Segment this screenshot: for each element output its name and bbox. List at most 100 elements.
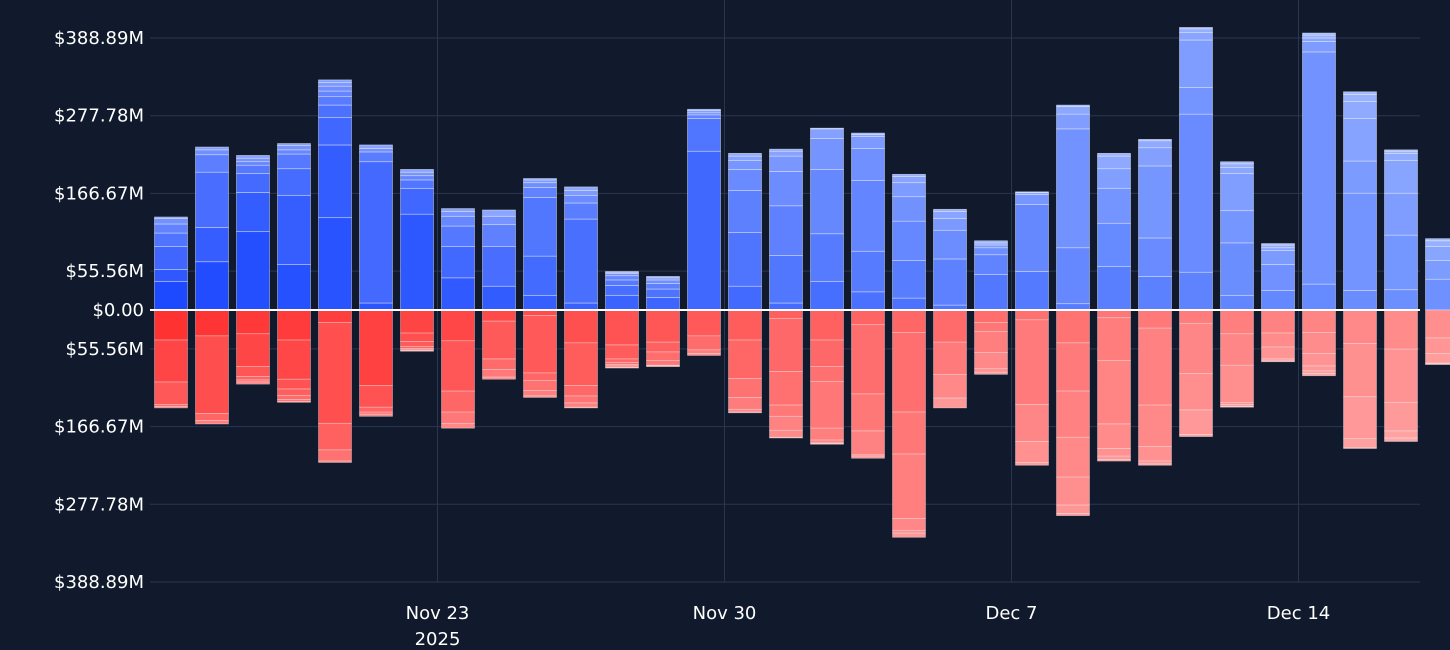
outflow-segment xyxy=(728,397,762,410)
outflow-segment xyxy=(441,390,475,413)
inflow-segment xyxy=(769,205,803,256)
inflow-segment xyxy=(646,279,680,284)
inflow-segment xyxy=(277,168,311,196)
inflow-segment xyxy=(318,104,352,119)
outflow-segment xyxy=(1138,460,1172,465)
inflow-segment xyxy=(523,255,557,296)
x-tick-label: Nov 30 xyxy=(693,603,757,624)
outflow-segment xyxy=(1179,434,1213,437)
inflow-segment xyxy=(1220,161,1254,165)
outflow-segment xyxy=(441,411,475,424)
outflow-segment xyxy=(728,339,762,379)
y-axis: $388.89M $277.78M $166.67M $55.56M $0.00 $55.… xyxy=(54,28,144,593)
outflow-segment xyxy=(1056,342,1090,392)
outflow-segment xyxy=(1097,309,1131,319)
inflow-segment xyxy=(359,161,393,304)
inflow-segment xyxy=(1097,168,1131,189)
x-tick-sublabel: 2025 xyxy=(415,629,461,650)
outflow-segment xyxy=(482,369,516,378)
outflow-segment xyxy=(1343,309,1377,344)
inflow-segment xyxy=(1015,194,1049,205)
outflow-segment xyxy=(236,381,270,385)
inflow-segment xyxy=(154,280,188,311)
outflow-segment xyxy=(195,420,229,425)
inflow-segment xyxy=(564,186,598,191)
outflow-segment xyxy=(1220,404,1254,407)
outflow-segment xyxy=(1261,309,1295,334)
inflow-segment xyxy=(933,211,967,219)
inflow-segment xyxy=(236,164,270,174)
outflow-segment xyxy=(482,309,516,322)
inflow-segment xyxy=(318,96,352,106)
inflow-segment xyxy=(1138,276,1172,311)
inflow-segment xyxy=(851,132,885,135)
inflow-segment xyxy=(441,208,475,212)
outflow-segment xyxy=(400,309,434,334)
inflow-segment xyxy=(1220,163,1254,168)
inflow-segment xyxy=(318,85,352,92)
inflow-segment xyxy=(441,246,475,279)
inflow-segment xyxy=(441,277,475,311)
outflow-segment xyxy=(564,395,598,404)
inflow-segment xyxy=(974,273,1008,311)
inflow-segment xyxy=(318,79,352,84)
inflow-segment xyxy=(769,171,803,207)
outflow-segment xyxy=(277,339,311,380)
inflow-segment xyxy=(564,190,598,196)
outflow-segment xyxy=(1425,353,1450,364)
outflow-segment xyxy=(933,373,967,399)
inflow-segment xyxy=(851,136,885,149)
outflow-segment xyxy=(1015,309,1049,321)
inflow-segment xyxy=(236,173,270,193)
outflow-segment xyxy=(1261,360,1295,363)
inflow-segment xyxy=(1302,32,1336,36)
inflow-segment xyxy=(1261,247,1295,251)
outflow-segment xyxy=(277,309,311,341)
outflow-segment xyxy=(810,339,844,368)
outflow-segment xyxy=(482,376,516,380)
inflow-segment xyxy=(400,169,434,173)
outflow-segment xyxy=(810,439,844,444)
outflow-segment xyxy=(810,380,844,429)
inflow-segment xyxy=(523,294,557,311)
inflow-segment xyxy=(441,225,475,247)
outflow-segment xyxy=(277,394,311,400)
inflow-segment xyxy=(1343,101,1377,119)
inflow-segment xyxy=(1220,294,1254,311)
y-tick-label: $0.00 xyxy=(92,300,144,321)
y-tick-label: $166.67M xyxy=(54,183,144,204)
outflow-segment xyxy=(646,351,680,361)
outflow-segment xyxy=(769,404,803,417)
outflow-segment xyxy=(1220,364,1254,403)
outflow-segment xyxy=(810,443,844,445)
bars-layer xyxy=(154,27,1450,538)
outflow-segment xyxy=(687,309,721,337)
outflow-segment xyxy=(236,333,270,368)
outflow-segment xyxy=(1015,462,1049,466)
inflow-segment xyxy=(1261,264,1295,291)
outflow-segment xyxy=(1179,409,1213,435)
outflow-segment xyxy=(523,315,557,374)
outflow-segment xyxy=(277,388,311,396)
inflow-segment xyxy=(1056,247,1090,305)
inflow-segment xyxy=(523,182,557,188)
outflow-segment xyxy=(769,371,803,406)
inflow-segment xyxy=(195,146,229,151)
inflow-segment xyxy=(728,169,762,191)
outflow-segment xyxy=(974,331,1008,354)
inflow-segment xyxy=(1138,138,1172,142)
inflow-segment xyxy=(728,159,762,170)
inflow-segment xyxy=(851,250,885,293)
outflow-segment xyxy=(1302,309,1336,333)
outflow-segment xyxy=(523,395,557,398)
outflow-segment xyxy=(482,320,516,360)
outflow-segment xyxy=(687,353,721,356)
outflow-segment xyxy=(1097,317,1131,361)
outflow-segment xyxy=(1056,513,1090,516)
inflow-segment xyxy=(359,144,393,149)
inflow-segment xyxy=(892,196,926,222)
inflow-segment xyxy=(564,194,598,204)
inflow-segment xyxy=(482,285,516,311)
inflow-segment xyxy=(1220,166,1254,174)
outflow-segment xyxy=(359,411,393,415)
